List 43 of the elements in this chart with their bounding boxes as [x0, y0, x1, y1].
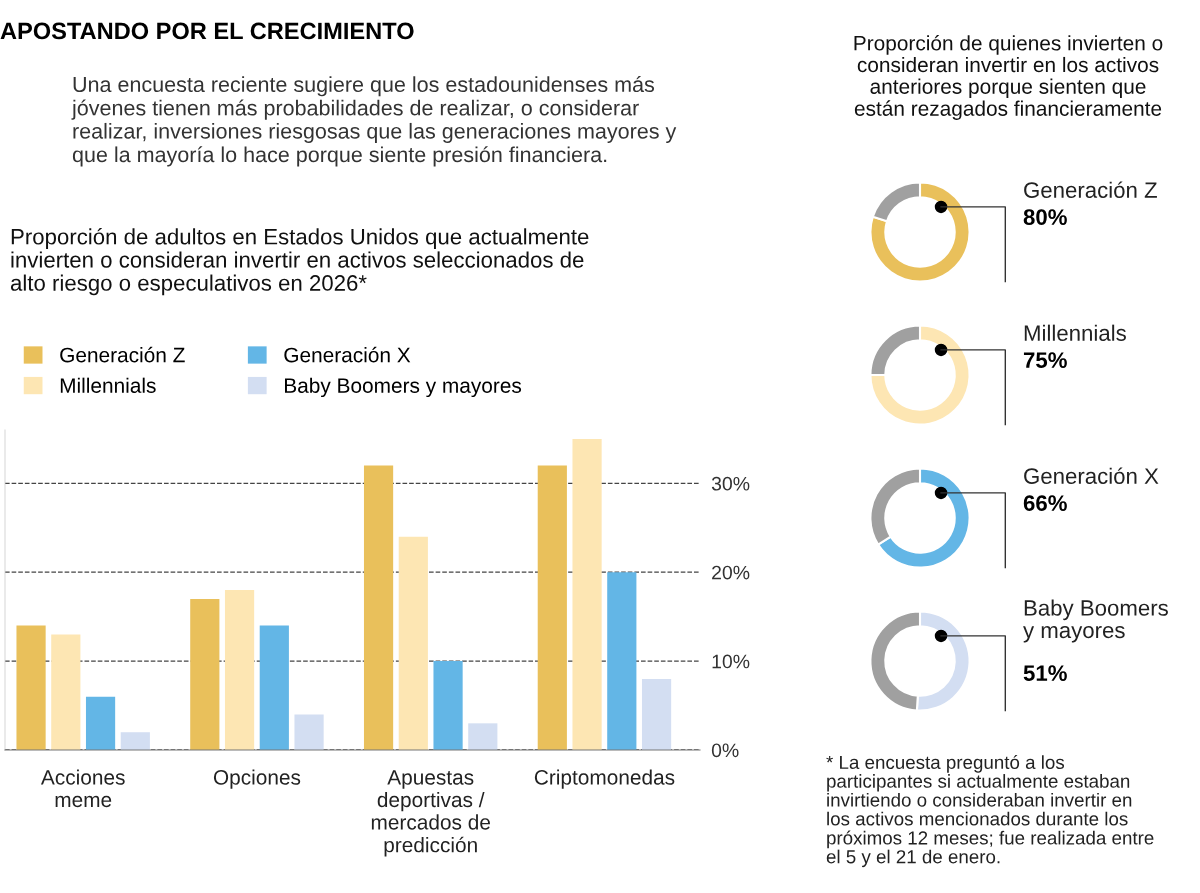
- x-tick-label: Acciones meme: [40, 769, 125, 808]
- bar: [433, 661, 463, 750]
- y-tick-label: 30%: [711, 476, 750, 491]
- y-tick-label: 20%: [712, 565, 750, 580]
- bar: [468, 723, 498, 750]
- data-label: 80%: [1023, 209, 1067, 225]
- bar: [51, 634, 81, 750]
- bar: [607, 572, 637, 750]
- bar: [16, 625, 46, 750]
- legend-label: Millennials: [60, 377, 156, 393]
- data-label: 75%: [1023, 352, 1067, 368]
- legend-label: Baby Boomers y mayores: [285, 377, 522, 398]
- bar: [537, 465, 567, 750]
- donut-slice: [869, 324, 971, 426]
- bar: [294, 714, 324, 750]
- data-label: 66%: [1023, 495, 1067, 511]
- y-tick-label: 0%: [711, 743, 739, 758]
- bar: [259, 625, 289, 750]
- data-label: 51%: [1023, 665, 1067, 681]
- x-tick-label: Opciones: [213, 769, 301, 789]
- x-tick-label: Criptomonedas: [534, 769, 675, 789]
- bar: [85, 696, 116, 750]
- bar: [363, 465, 394, 750]
- bar: [398, 536, 428, 750]
- text: * La encuesta preguntó a los participantes si actualmente estaban invirtiendo o consideraban invertir en los activos mencionados durante los próximos 12 meses; fue realizada entre el 5 y el 21 de enero.: [826, 755, 1154, 868]
- y-tick-label: 10%: [712, 654, 750, 669]
- bar: [190, 598, 220, 750]
- legend-label: Generación Z: [60, 346, 185, 363]
- chart-title: Proporción de quienes invierten o consideran invertir en los activos anteriores porque sienten que están rezagados financieramente: [854, 35, 1163, 120]
- slice-label: Generación Z: [1024, 181, 1157, 198]
- chart-title: Proporción de adultos en Estados Unidos que actualmente invierten o consideran invertir en activos seleccionados de alto riesgo o especulativos en 2026*: [10, 228, 589, 296]
- slice-label: Generación X: [1024, 467, 1159, 484]
- bar: [120, 732, 150, 750]
- text: Una encuesta reciente sugiere que los estadounidenses más jóvenes tienen más probabilidades de realizar, o considerar realizar, inversiones riesgosas que las generaciones mayores y que la mayoría lo hace porque siente presión financiera.: [71, 76, 677, 167]
- x-tick-label: Apuestas deportivas / mercados de predicción: [371, 770, 490, 857]
- legend-label: Generación X: [284, 346, 411, 363]
- bar: [224, 590, 255, 750]
- text: APOSTANDO POR EL CRECIMIENTO: [0, 22, 414, 40]
- donut-slice: [869, 181, 971, 283]
- bar: [641, 678, 672, 750]
- bar: [572, 438, 602, 750]
- slice-label: Baby Boomers y mayores: [1023, 599, 1168, 643]
- slice-label: Millennials: [1024, 324, 1126, 341]
